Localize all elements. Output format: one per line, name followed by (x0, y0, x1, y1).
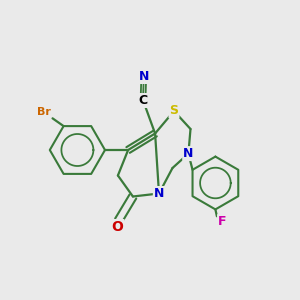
Text: N: N (154, 187, 164, 200)
Text: C: C (139, 94, 148, 107)
Text: N: N (139, 70, 149, 83)
Text: F: F (218, 215, 226, 228)
Text: N: N (183, 147, 194, 160)
Text: S: S (169, 104, 178, 118)
Text: Br: Br (37, 107, 51, 117)
Text: O: O (112, 220, 124, 234)
